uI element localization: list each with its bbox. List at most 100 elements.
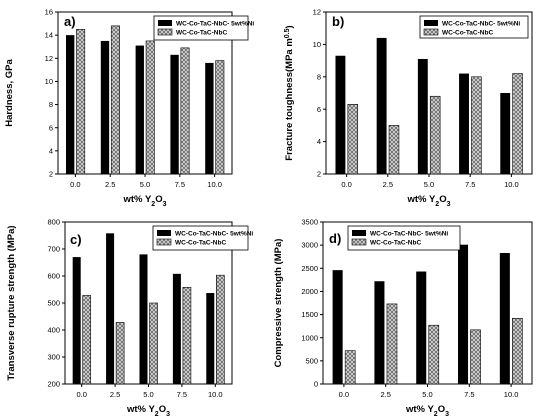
panel-label: c)	[70, 232, 82, 247]
chart-panel-c: 200 300 400 500 600 700 800 0.0 2.5 5.0 7.5 10.0 wt%…	[6, 218, 253, 418]
y-tick-label: 3000	[301, 241, 318, 250]
x-tick-label: 0.0	[70, 180, 80, 189]
legend-label: WC-Co-TaC-NbC	[175, 240, 226, 247]
legend-frame	[419, 15, 529, 39]
y-tick-label: 500	[305, 356, 318, 365]
bar-ni-series	[500, 93, 511, 174]
legend-label: WC-Co-TaC-NbC- 5wt%Ni	[176, 21, 254, 28]
legend-swatch-base	[423, 28, 439, 36]
y-tick-label: 4	[49, 146, 53, 155]
bar-base-series	[471, 76, 482, 175]
bar-base-series	[470, 329, 481, 385]
bar-ni-series	[72, 257, 81, 384]
bar-ni-series	[417, 58, 428, 175]
legend-label: WC-Co-TaC-NbC- 5wt%Ni	[370, 231, 448, 238]
x-tick-label: 10.0	[207, 180, 222, 189]
bar-ni-series	[172, 273, 181, 384]
legend-frame	[347, 225, 461, 251]
y-tick-label: 4	[317, 137, 321, 146]
panel-label: d)	[329, 231, 341, 246]
bar-base-series	[512, 317, 523, 385]
legend-label: WC-Co-TaC-NbC	[176, 30, 227, 37]
y-tick-label: 0	[314, 380, 318, 389]
bar-ni-series	[100, 40, 110, 174]
x-tick-label: 5.0	[140, 180, 150, 189]
x-tick-label: 2.5	[383, 180, 393, 189]
y-tick-label: 2	[49, 170, 53, 179]
legend-swatch-ni	[158, 20, 172, 26]
x-tick-label: 2.5	[105, 180, 115, 189]
x-tick-label: 0.0	[339, 390, 349, 399]
bar-base-series	[149, 302, 158, 385]
panel-label: a)	[64, 14, 76, 29]
x-tick-label: 10.0	[504, 390, 519, 399]
y-tick-label: 400	[47, 326, 60, 335]
legend: WC-Co-TaC-NbC- 5wt%Ni WC-Co-TaC-NbC	[153, 15, 254, 41]
y-tick-label: 14	[45, 31, 53, 40]
bar-base-series	[76, 29, 86, 175]
bar-ni-series	[206, 293, 215, 384]
legend-swatch-base	[351, 238, 367, 246]
bar-ni-series	[332, 270, 343, 384]
legend-swatch-ni	[352, 230, 366, 236]
bar-base-series	[110, 25, 120, 175]
y-tick-label: 10	[313, 40, 321, 49]
bar-ni-series	[66, 35, 75, 175]
bar-ni-series	[106, 233, 115, 384]
y-tick-label: 16	[45, 8, 53, 17]
y-tick-label: 300	[47, 353, 60, 362]
y-axis-title: Compressive strength (MPa)	[273, 239, 284, 368]
y-tick-label: 2000	[301, 287, 318, 296]
x-tick-label: 5.0	[424, 180, 434, 189]
y-tick-label: 6	[317, 105, 321, 114]
legend: WC-Co-TaC-NbC- 5wt%Ni WC-Co-TaC-NbC	[347, 225, 461, 251]
y-tick-label: 12	[313, 8, 321, 17]
bar-ni-series	[416, 271, 427, 384]
bar-base-series	[145, 40, 155, 175]
bar-base-series	[344, 350, 356, 385]
y-tick-label: 500	[47, 299, 60, 308]
bar-base-series	[182, 287, 192, 385]
y-tick-label: 12	[45, 54, 53, 63]
y-axis-title: Hardness, GPa	[4, 58, 15, 126]
bar-base-series	[115, 322, 125, 385]
y-axis-title: Fracture toughness(MPa m0.5)	[284, 25, 296, 160]
legend-label: WC-Co-TaC-NbC	[370, 240, 421, 247]
bar-ni-series	[376, 37, 387, 174]
bar-base-series	[386, 303, 398, 385]
y-tick-label: 2500	[301, 264, 318, 273]
bar-base-series	[215, 60, 225, 175]
bar-base-series	[388, 125, 400, 175]
chart-panel-b: 2 4 6 8 10 12 0.0 2.5 5.0 7.5 10.0 wt% Y2O3 Fracture…	[284, 8, 533, 208]
x-axis-title: wt% Y2O3	[406, 194, 450, 208]
bar-ni-series	[459, 73, 469, 174]
y-tick-label: 2	[317, 170, 321, 179]
bar-ni-series	[458, 244, 469, 384]
y-tick-label: 10	[45, 77, 53, 86]
bar-ni-series	[135, 45, 144, 174]
y-axis-title: Transverse rupture strength (MPa)	[6, 225, 17, 380]
x-tick-label: 0.0	[341, 180, 351, 189]
bar-ni-series	[170, 54, 179, 174]
legend-swatch-base	[156, 238, 172, 246]
bar-ni-series	[499, 253, 510, 384]
y-tick-label: 700	[47, 245, 60, 254]
legend: WC-Co-TaC-NbC- 5wt%Ni WC-Co-TaC-NbC	[419, 15, 529, 39]
y-tick-label: 200	[47, 380, 60, 389]
y-tick-label: 1500	[301, 310, 318, 319]
chart-panel-d: 0 500 1000 1500 2000 2500 3000 3500 0.0 2.5 5.0 7.5…	[273, 218, 533, 418]
legend-swatch-ni	[424, 20, 438, 26]
bar-ni-series	[139, 254, 148, 384]
y-tick-label: 6	[49, 123, 53, 132]
y-tick-label: 1000	[301, 333, 318, 342]
x-tick-label: 5.0	[422, 390, 432, 399]
chart-panel-a: 2 4 6 8 10 12 14 16 0.0 2.5 5.0 7.5 10.0 wt% Y2O3 Hard…	[4, 8, 254, 208]
y-tick-label: 8	[317, 72, 321, 81]
x-axis-title: wt% Y2O3	[405, 404, 449, 418]
x-tick-label: 10.0	[504, 180, 519, 189]
x-tick-label: 10.0	[208, 390, 223, 399]
bar-base-series	[216, 274, 225, 385]
y-tick-label: 8	[49, 100, 53, 109]
bar-base-series	[429, 95, 441, 175]
bar-base-series	[82, 295, 92, 385]
